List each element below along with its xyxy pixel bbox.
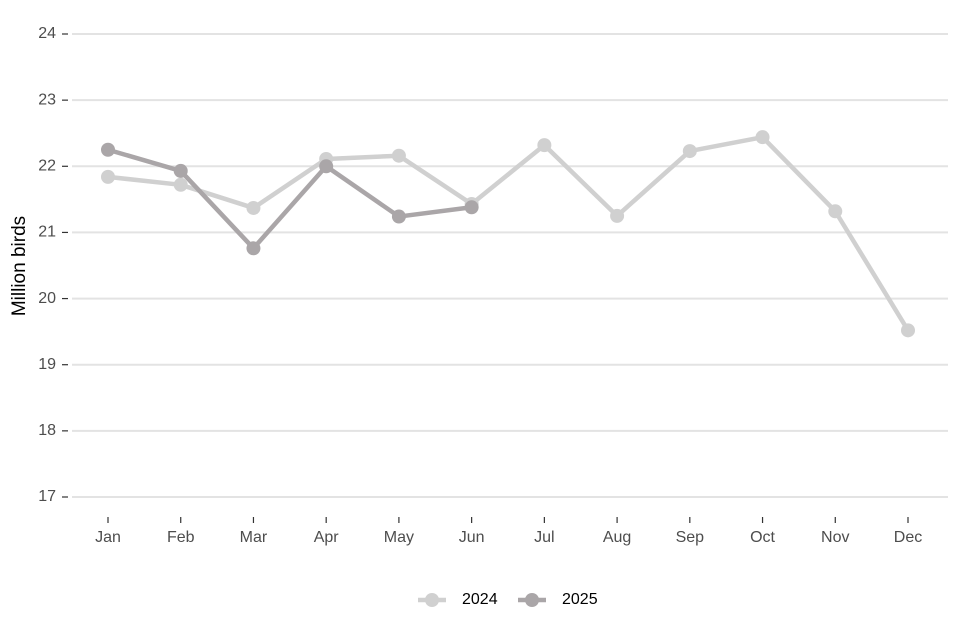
- point: [319, 159, 334, 174]
- point: [828, 204, 843, 219]
- y-tick-label: 17: [38, 488, 56, 505]
- y-tick-label: 19: [38, 356, 56, 373]
- point: [464, 200, 479, 215]
- point: [246, 241, 261, 256]
- y-tick-label: 20: [38, 290, 56, 307]
- point: [391, 148, 406, 163]
- legend-marker: [525, 593, 539, 607]
- x-tick-label: Oct: [750, 529, 775, 546]
- x-tick-label: Nov: [821, 529, 849, 546]
- x-tick-label: Jul: [534, 529, 554, 546]
- series-line: [107, 134, 910, 332]
- x-tick-label: Sep: [676, 529, 705, 546]
- x-tick-label: Jun: [459, 529, 485, 546]
- point: [610, 208, 625, 223]
- legend-marker: [425, 593, 439, 607]
- point: [682, 144, 697, 159]
- point: [537, 138, 552, 153]
- x-tick-label: Feb: [167, 529, 195, 546]
- y-tick-label: 24: [38, 25, 56, 42]
- x-tick-label: Apr: [314, 529, 340, 546]
- point: [391, 209, 406, 224]
- point: [101, 169, 115, 184]
- x-tick-label: Jan: [95, 529, 121, 546]
- x-tick-label: May: [384, 529, 414, 546]
- y-tick-label: 21: [38, 224, 56, 241]
- point: [173, 163, 188, 178]
- y-tick-label: 18: [38, 422, 56, 439]
- y-tick-label: 22: [38, 158, 56, 175]
- point: [173, 177, 188, 192]
- x-tick-label: Aug: [603, 529, 631, 546]
- point: [246, 200, 261, 215]
- y-tick-label: 23: [38, 91, 56, 108]
- point: [901, 323, 915, 338]
- point: [101, 142, 115, 157]
- legend-label: 2024: [462, 591, 498, 608]
- x-tick-label: Dec: [894, 529, 922, 546]
- legend-label: 2025: [562, 591, 598, 608]
- y-axis-label: Million birds: [9, 216, 30, 316]
- point: [755, 130, 770, 145]
- series-line: [107, 147, 472, 251]
- x-tick-label: Mar: [240, 529, 268, 546]
